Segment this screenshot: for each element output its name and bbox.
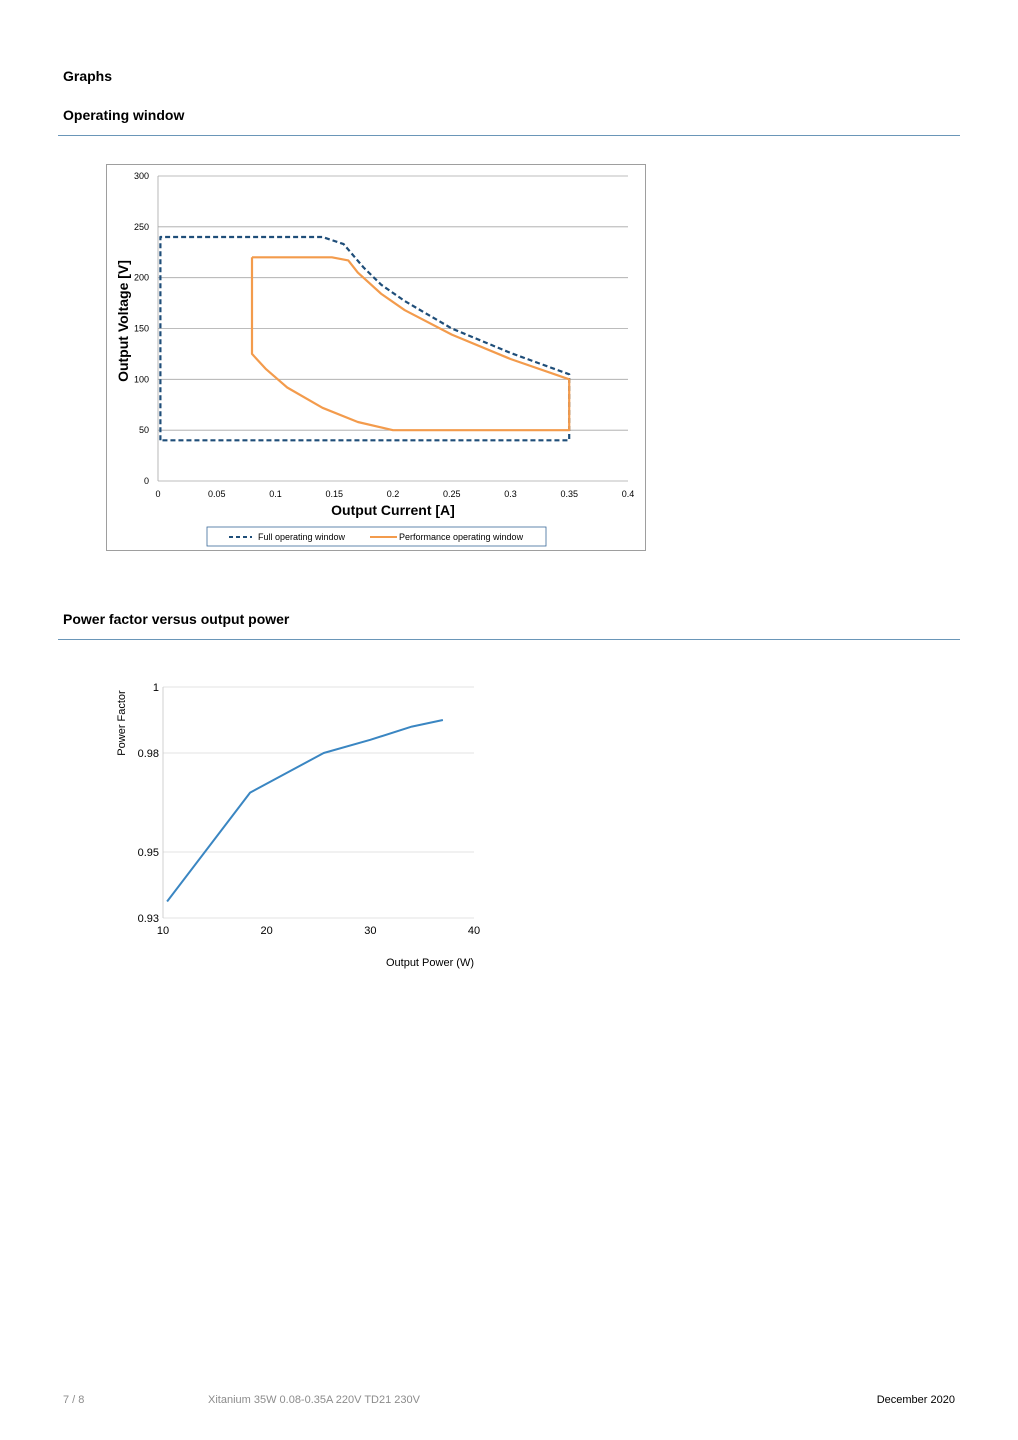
operating-window-chart: 0 50 100 150 200 250 300 0 0.05 0.1 0.15 0.2 0.25 0.3…: [115, 171, 635, 547]
footer-date: December 2020: [876, 1394, 955, 1406]
x-tick-label: 0.05: [208, 489, 226, 499]
x-tick-label: 0: [155, 489, 160, 499]
y-tick-label: 200: [134, 273, 149, 283]
section-title-operating-window: Operating window: [63, 107, 185, 123]
x-tick-label: 20: [261, 925, 273, 937]
y-tick-label: 50: [139, 425, 149, 435]
x-tick-label: 30: [364, 925, 376, 937]
x-tick-label: 0.25: [443, 489, 461, 499]
y-tick-label: 300: [134, 171, 149, 181]
page-heading: Graphs: [63, 68, 113, 84]
section-title-power-factor: Power factor versus output power: [63, 611, 290, 627]
legend-label-full: Full operating window: [258, 532, 346, 542]
x-axis-label: Output Power (W): [386, 957, 474, 969]
footer-page-number: 7 / 8: [63, 1394, 85, 1406]
x-tick-label: 0.3: [504, 489, 517, 499]
y-tick-label: 100: [134, 374, 149, 384]
series-full-operating-window: [159, 235, 571, 442]
y-tick-label: 150: [134, 324, 149, 334]
y-axis-label: Output Voltage [V]: [115, 260, 131, 382]
x-tick-label: 0.35: [560, 489, 578, 499]
x-tick-label: 0.15: [325, 489, 343, 499]
y-tick-label: 0.95: [138, 847, 159, 859]
y-tick-label: 0.98: [138, 748, 159, 760]
operating-window-chart-frame: 0 50 100 150 200 250 300 0 0.05 0.1 0.15 0.2 0.25 0.3…: [106, 164, 646, 551]
y-tick-label: 250: [134, 222, 149, 232]
legend: Full operating window Performance operat…: [206, 526, 547, 547]
x-tick-label: 0.1: [269, 489, 282, 499]
y-tick-label: 0.93: [138, 913, 159, 925]
y-tick-label: 0: [144, 476, 149, 486]
power-factor-chart: 0.93 0.95 0.98 1 10 20 30 40 Output Power (W) P…: [116, 682, 480, 969]
x-axis-label: Output Current [A]: [331, 502, 455, 518]
section-divider: [58, 639, 960, 640]
section-divider: [58, 135, 960, 136]
footer-product-name: Xitanium 35W 0.08-0.35A 220V TD21 230V: [208, 1394, 420, 1406]
series-power-factor: [166, 719, 444, 903]
x-tick-label: 10: [157, 925, 169, 937]
series-performance-operating-window: [250, 256, 571, 432]
legend-label-performance: Performance operating window: [399, 532, 524, 542]
y-axis-label: Power Factor: [116, 690, 128, 756]
y-tick-label: 1: [153, 682, 159, 694]
x-tick-label: 40: [468, 925, 480, 937]
x-tick-label: 0.4: [622, 489, 635, 499]
x-tick-label: 0.2: [387, 489, 400, 499]
